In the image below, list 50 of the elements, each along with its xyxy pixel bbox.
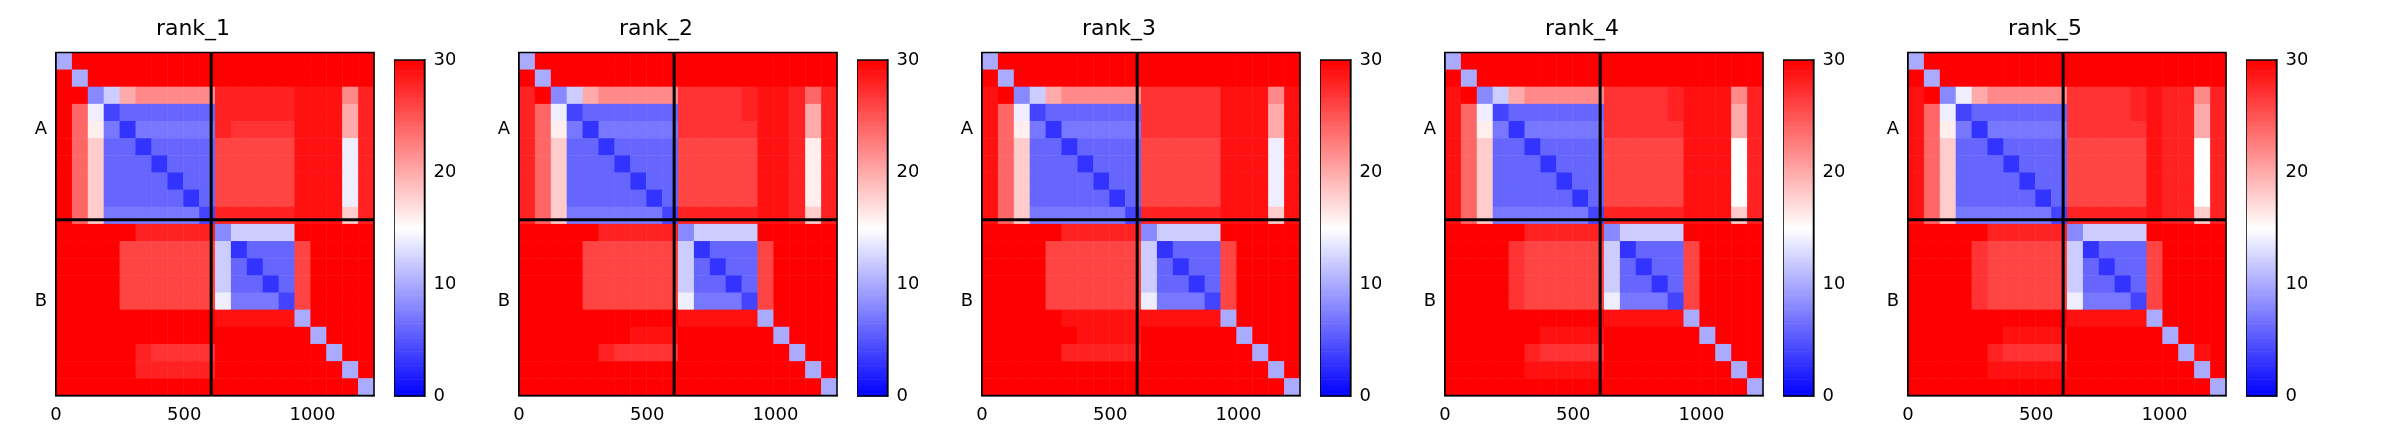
color-bar-label: 20: [896, 159, 920, 181]
color-bar-label: 0: [2285, 383, 2297, 405]
y-tick-label: A: [497, 117, 511, 139]
color-bar-label: 20: [433, 159, 457, 181]
x-tick-label: 500: [1556, 402, 1591, 424]
color-bar-label: 10: [433, 271, 457, 293]
x-tick-label: 500: [630, 402, 665, 424]
color-bar-label: 0: [896, 383, 908, 405]
color-bar-label: 0: [433, 383, 445, 405]
color-bar-label: 30: [896, 47, 920, 69]
x-tick-label: 0: [513, 402, 525, 424]
color-bar-label: 10: [896, 271, 920, 293]
x-tick-label: 500: [2019, 402, 2054, 424]
y-tick-label: A: [34, 117, 48, 139]
y-tick-label: A: [960, 117, 974, 139]
color-bar-label: 30: [1359, 47, 1383, 69]
color-bar-label: 30: [2285, 47, 2309, 69]
chart-title: rank_3: [1081, 14, 1157, 41]
x-tick-label: 1000: [1215, 402, 1262, 424]
color-bar-label: 20: [2285, 159, 2309, 181]
color-bar-label: 10: [2285, 271, 2309, 293]
x-tick-label: 0: [1902, 402, 1914, 424]
color-bar-label: 0: [1359, 383, 1371, 405]
color-bar-label: 20: [1822, 159, 1846, 181]
color-bar-label: 30: [1822, 47, 1846, 69]
color-bar-label: 0: [1822, 383, 1834, 405]
color-bar-label: 10: [1359, 271, 1383, 293]
y-tick-label: B: [34, 288, 47, 310]
x-tick-label: 1000: [2141, 402, 2188, 424]
y-tick-label: A: [1886, 117, 1900, 139]
x-tick-label: 0: [50, 402, 62, 424]
y-tick-label: B: [1886, 288, 1899, 310]
color-bar-label: 10: [1822, 271, 1846, 293]
x-tick-label: 500: [167, 402, 202, 424]
chart-title: rank_1: [155, 14, 231, 41]
chart-title: rank_2: [618, 14, 694, 41]
x-tick-label: 1000: [752, 402, 799, 424]
x-tick-label: 0: [976, 402, 988, 424]
x-tick-label: 1000: [1678, 402, 1725, 424]
y-tick-label: A: [1423, 117, 1437, 139]
x-tick-label: 1000: [289, 402, 336, 424]
y-tick-label: B: [1423, 288, 1436, 310]
chart-title: rank_5: [2007, 14, 2083, 41]
y-tick-label: B: [960, 288, 973, 310]
chart-title: rank_4: [1544, 14, 1620, 41]
color-bar-label: 20: [1359, 159, 1383, 181]
color-bar-label: 30: [433, 47, 457, 69]
y-tick-label: B: [497, 288, 510, 310]
x-tick-label: 0: [1439, 402, 1451, 424]
x-tick-label: 500: [1093, 402, 1128, 424]
